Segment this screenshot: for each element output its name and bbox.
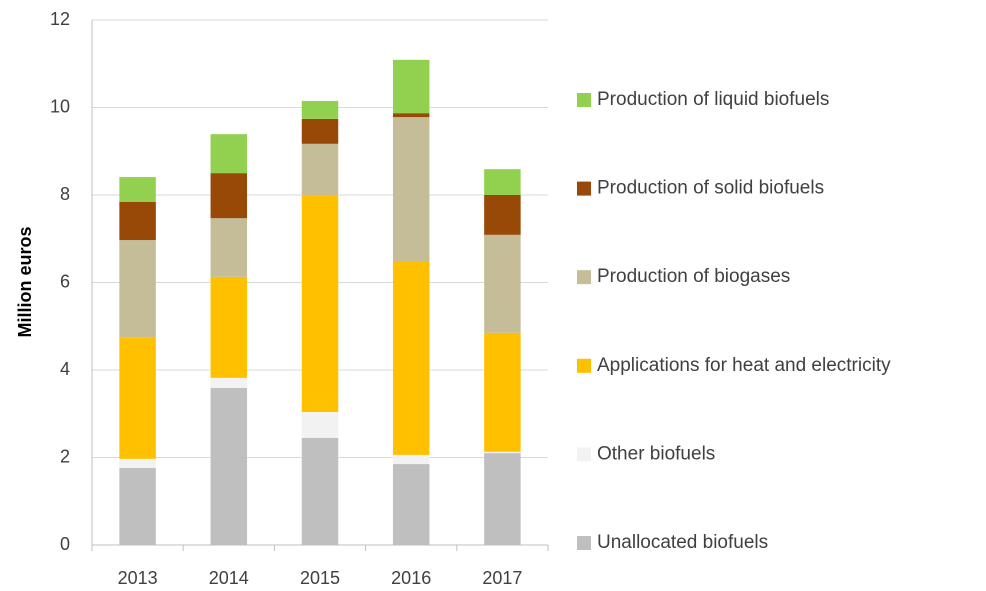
y-tick-label: 10 — [50, 96, 70, 116]
legend-label: Production of liquid biofuels — [597, 89, 829, 110]
y-axis-label: Million euros — [15, 226, 35, 337]
bar-segment — [392, 261, 430, 455]
y-tick-label: 4 — [60, 359, 70, 379]
bar-segment — [392, 113, 430, 118]
bar-segment — [210, 377, 248, 388]
bar-segment — [210, 173, 248, 219]
y-tick-label: 8 — [60, 184, 70, 204]
bar-segment — [119, 202, 156, 241]
bar-segment — [484, 195, 521, 235]
legend-label: Production of biogases — [597, 266, 790, 287]
legend-swatch — [577, 447, 591, 462]
bar-segment — [484, 451, 521, 454]
x-tick-label: 2017 — [482, 568, 522, 588]
bar-segment — [210, 218, 248, 277]
bar-segment — [301, 143, 339, 196]
legend-label: Other biofuels — [597, 443, 715, 464]
bar-segment — [484, 234, 521, 333]
x-tick-label: 2015 — [300, 568, 340, 588]
bar-segment — [392, 464, 430, 545]
y-tick-label: 2 — [60, 446, 70, 466]
legend-swatch — [577, 270, 591, 285]
bar-segment — [301, 195, 339, 412]
x-tick-label: 2014 — [209, 568, 249, 588]
bar-segment — [484, 332, 521, 452]
legend-label: Unallocated biofuels — [597, 532, 768, 553]
legend-swatch — [577, 93, 591, 107]
bar-segment — [119, 177, 156, 202]
y-tick-label: 0 — [60, 534, 70, 554]
bar-segment — [301, 437, 339, 545]
bar-segment — [392, 454, 430, 465]
bar-segment — [392, 59, 430, 114]
bar-segment — [119, 468, 156, 545]
y-tick-label: 6 — [60, 271, 70, 291]
y-tick-label: 12 — [50, 9, 70, 29]
legend-label: Production of solid biofuels — [597, 178, 824, 199]
bar-segment — [210, 387, 248, 545]
bar-segment — [301, 118, 339, 144]
bar-segment — [484, 453, 521, 545]
x-tick-label: 2013 — [118, 568, 158, 588]
bar-segment — [392, 117, 430, 262]
legend-label: Applications for heat and electricity — [597, 355, 891, 376]
legend-swatch — [577, 181, 591, 196]
legend-swatch — [577, 358, 591, 373]
bar-segment — [484, 169, 521, 195]
bar-segment — [210, 134, 248, 174]
bar-segment — [301, 412, 339, 438]
bar-segment — [119, 240, 156, 338]
bar-segment — [210, 276, 248, 378]
x-tick-label: 2016 — [391, 568, 431, 588]
bar-segment — [119, 337, 156, 459]
legend-swatch — [577, 536, 591, 550]
bar-segment — [119, 458, 156, 468]
bar-segment — [301, 100, 339, 119]
